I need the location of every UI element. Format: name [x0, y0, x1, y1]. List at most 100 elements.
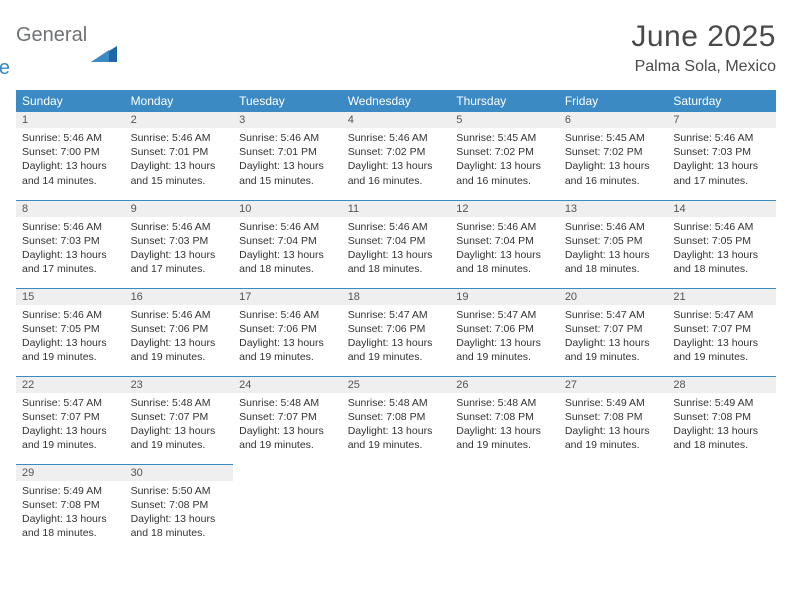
day-details: Sunrise: 5:46 AMSunset: 7:06 PMDaylight:…: [233, 305, 342, 371]
weekday-header: Friday: [559, 90, 668, 112]
calendar-cell: 28Sunrise: 5:49 AMSunset: 7:08 PMDayligh…: [667, 376, 776, 464]
logo: General Blue: [16, 20, 117, 78]
calendar-cell: 1Sunrise: 5:46 AMSunset: 7:00 PMDaylight…: [16, 112, 125, 200]
day-details: Sunrise: 5:48 AMSunset: 7:08 PMDaylight:…: [342, 393, 451, 459]
calendar-cell: 26Sunrise: 5:48 AMSunset: 7:08 PMDayligh…: [450, 376, 559, 464]
day-details: Sunrise: 5:48 AMSunset: 7:07 PMDaylight:…: [125, 393, 234, 459]
day-details: Sunrise: 5:49 AMSunset: 7:08 PMDaylight:…: [559, 393, 668, 459]
weekday-header: Saturday: [667, 90, 776, 112]
day-number: 17: [233, 289, 342, 305]
day-details: Sunrise: 5:47 AMSunset: 7:07 PMDaylight:…: [667, 305, 776, 371]
day-number: 23: [125, 377, 234, 393]
day-details: Sunrise: 5:46 AMSunset: 7:04 PMDaylight:…: [342, 217, 451, 283]
day-number: 30: [125, 465, 234, 481]
calendar-cell: 7Sunrise: 5:46 AMSunset: 7:03 PMDaylight…: [667, 112, 776, 200]
day-number: 14: [667, 201, 776, 217]
day-number: 2: [125, 112, 234, 128]
day-details: Sunrise: 5:48 AMSunset: 7:08 PMDaylight:…: [450, 393, 559, 459]
day-number: 9: [125, 201, 234, 217]
day-number: 4: [342, 112, 451, 128]
calendar-row: 29Sunrise: 5:49 AMSunset: 7:08 PMDayligh…: [16, 464, 776, 552]
day-number: 21: [667, 289, 776, 305]
day-details: Sunrise: 5:47 AMSunset: 7:06 PMDaylight:…: [342, 305, 451, 371]
calendar-cell: 30Sunrise: 5:50 AMSunset: 7:08 PMDayligh…: [125, 464, 234, 552]
calendar-cell: 17Sunrise: 5:46 AMSunset: 7:06 PMDayligh…: [233, 288, 342, 376]
weekday-header: Thursday: [450, 90, 559, 112]
day-number: 5: [450, 112, 559, 128]
weekday-header: Tuesday: [233, 90, 342, 112]
page-title: June 2025: [631, 20, 776, 54]
day-details: Sunrise: 5:46 AMSunset: 7:04 PMDaylight:…: [233, 217, 342, 283]
day-details: Sunrise: 5:46 AMSunset: 7:02 PMDaylight:…: [342, 128, 451, 194]
day-details: Sunrise: 5:49 AMSunset: 7:08 PMDaylight:…: [667, 393, 776, 459]
day-details: Sunrise: 5:46 AMSunset: 7:05 PMDaylight:…: [667, 217, 776, 283]
calendar-cell: ..: [667, 464, 776, 552]
logo-text-blue: Blue: [0, 59, 87, 78]
calendar-cell: 3Sunrise: 5:46 AMSunset: 7:01 PMDaylight…: [233, 112, 342, 200]
day-details: Sunrise: 5:46 AMSunset: 7:04 PMDaylight:…: [450, 217, 559, 283]
day-number: 13: [559, 201, 668, 217]
day-number: 16: [125, 289, 234, 305]
day-number: 28: [667, 377, 776, 393]
day-number: 25: [342, 377, 451, 393]
day-number: 6: [559, 112, 668, 128]
day-number: 7: [667, 112, 776, 128]
calendar-cell: 12Sunrise: 5:46 AMSunset: 7:04 PMDayligh…: [450, 200, 559, 288]
day-details: Sunrise: 5:46 AMSunset: 7:01 PMDaylight:…: [125, 128, 234, 194]
weekday-header: Wednesday: [342, 90, 451, 112]
calendar-cell: 22Sunrise: 5:47 AMSunset: 7:07 PMDayligh…: [16, 376, 125, 464]
calendar-cell: 25Sunrise: 5:48 AMSunset: 7:08 PMDayligh…: [342, 376, 451, 464]
day-number: 22: [16, 377, 125, 393]
day-number: 24: [233, 377, 342, 393]
calendar-row: 22Sunrise: 5:47 AMSunset: 7:07 PMDayligh…: [16, 376, 776, 464]
calendar-cell: 20Sunrise: 5:47 AMSunset: 7:07 PMDayligh…: [559, 288, 668, 376]
weekday-header: Monday: [125, 90, 234, 112]
calendar-row: 1Sunrise: 5:46 AMSunset: 7:00 PMDaylight…: [16, 112, 776, 200]
day-number: 15: [16, 289, 125, 305]
calendar-cell: 29Sunrise: 5:49 AMSunset: 7:08 PMDayligh…: [16, 464, 125, 552]
weekday-header-row: Sunday Monday Tuesday Wednesday Thursday…: [16, 90, 776, 112]
calendar-cell: 16Sunrise: 5:46 AMSunset: 7:06 PMDayligh…: [125, 288, 234, 376]
calendar-cell: 14Sunrise: 5:46 AMSunset: 7:05 PMDayligh…: [667, 200, 776, 288]
calendar-cell: 23Sunrise: 5:48 AMSunset: 7:07 PMDayligh…: [125, 376, 234, 464]
day-number: 26: [450, 377, 559, 393]
calendar-cell: 18Sunrise: 5:47 AMSunset: 7:06 PMDayligh…: [342, 288, 451, 376]
day-number: 12: [450, 201, 559, 217]
day-number: 8: [16, 201, 125, 217]
day-details: Sunrise: 5:46 AMSunset: 7:05 PMDaylight:…: [559, 217, 668, 283]
day-details: Sunrise: 5:48 AMSunset: 7:07 PMDaylight:…: [233, 393, 342, 459]
calendar-cell: 24Sunrise: 5:48 AMSunset: 7:07 PMDayligh…: [233, 376, 342, 464]
day-details: Sunrise: 5:45 AMSunset: 7:02 PMDaylight:…: [559, 128, 668, 194]
calendar-row: 8Sunrise: 5:46 AMSunset: 7:03 PMDaylight…: [16, 200, 776, 288]
day-number: 3: [233, 112, 342, 128]
location-subtitle: Palma Sola, Mexico: [631, 58, 776, 76]
day-details: Sunrise: 5:49 AMSunset: 7:08 PMDaylight:…: [16, 481, 125, 547]
calendar-cell: 10Sunrise: 5:46 AMSunset: 7:04 PMDayligh…: [233, 200, 342, 288]
day-number: 10: [233, 201, 342, 217]
day-number: 19: [450, 289, 559, 305]
day-details: Sunrise: 5:45 AMSunset: 7:02 PMDaylight:…: [450, 128, 559, 194]
calendar-cell: 21Sunrise: 5:47 AMSunset: 7:07 PMDayligh…: [667, 288, 776, 376]
day-details: Sunrise: 5:46 AMSunset: 7:03 PMDaylight:…: [667, 128, 776, 194]
day-details: Sunrise: 5:47 AMSunset: 7:07 PMDaylight:…: [559, 305, 668, 371]
calendar-cell: 5Sunrise: 5:45 AMSunset: 7:02 PMDaylight…: [450, 112, 559, 200]
logo-triangle-icon: [91, 44, 117, 62]
day-details: Sunrise: 5:46 AMSunset: 7:03 PMDaylight:…: [125, 217, 234, 283]
calendar-cell: 13Sunrise: 5:46 AMSunset: 7:05 PMDayligh…: [559, 200, 668, 288]
day-number: 11: [342, 201, 451, 217]
day-details: Sunrise: 5:46 AMSunset: 7:05 PMDaylight:…: [16, 305, 125, 371]
calendar-cell: 15Sunrise: 5:46 AMSunset: 7:05 PMDayligh…: [16, 288, 125, 376]
day-details: Sunrise: 5:46 AMSunset: 7:00 PMDaylight:…: [16, 128, 125, 194]
calendar-cell: 27Sunrise: 5:49 AMSunset: 7:08 PMDayligh…: [559, 376, 668, 464]
calendar-cell: ..: [450, 464, 559, 552]
calendar-cell: 4Sunrise: 5:46 AMSunset: 7:02 PMDaylight…: [342, 112, 451, 200]
day-number: 18: [342, 289, 451, 305]
calendar-row: 15Sunrise: 5:46 AMSunset: 7:05 PMDayligh…: [16, 288, 776, 376]
calendar-cell: 9Sunrise: 5:46 AMSunset: 7:03 PMDaylight…: [125, 200, 234, 288]
day-number: 1: [16, 112, 125, 128]
day-number: 27: [559, 377, 668, 393]
calendar-cell: 6Sunrise: 5:45 AMSunset: 7:02 PMDaylight…: [559, 112, 668, 200]
day-details: Sunrise: 5:46 AMSunset: 7:01 PMDaylight:…: [233, 128, 342, 194]
calendar-cell: ..: [559, 464, 668, 552]
calendar-cell: 19Sunrise: 5:47 AMSunset: 7:06 PMDayligh…: [450, 288, 559, 376]
